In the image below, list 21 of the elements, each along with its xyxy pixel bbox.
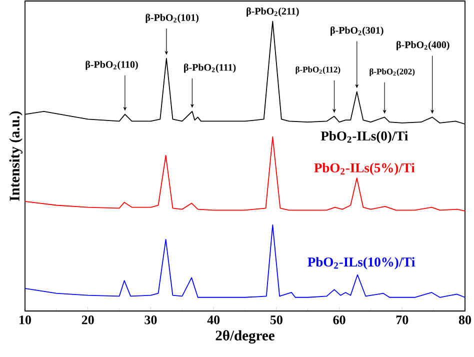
x-tick-label: 80 [458, 316, 472, 324]
x-tick-label: 30 [144, 316, 157, 324]
series-label: PbO$_{2}$-ILs(5%)/Ti [314, 162, 415, 176]
x-tick-label: 60 [333, 316, 346, 324]
x-tick-label: 10 [20, 316, 32, 324]
x-tick-label: 20 [82, 316, 94, 324]
series-label: PbO$_{2}$-ILs(10%)/Ti [308, 257, 415, 270]
annotation: β-PbO$_{2}$(112) [296, 66, 340, 74]
y-axis-title: Intensity (a.u.) [9, 111, 22, 201]
x-tick-label: 40 [207, 316, 220, 324]
annotation: β-PbO$_{2}$(400) [396, 41, 450, 50]
annotation: β-PbO$_{2}$(111) [184, 64, 236, 73]
x-tick-label: 70 [396, 316, 408, 324]
annotation: β-PbO$_{2}$(211) [246, 7, 299, 17]
annotation: β-PbO$_{2}$(202) [370, 68, 415, 76]
annotation: β-PbO$_{2}$(301) [330, 26, 384, 36]
annotation: β-PbO$_{2}$(110) [86, 60, 138, 70]
series-label: PbO$_{2}$-ILs(0)/Ti [320, 131, 408, 144]
x-axis-title: 2θ/degree [216, 330, 274, 344]
x-tick-label: 50 [270, 316, 282, 324]
annotation: β-PbO$_{2}$(101) [146, 14, 198, 23]
